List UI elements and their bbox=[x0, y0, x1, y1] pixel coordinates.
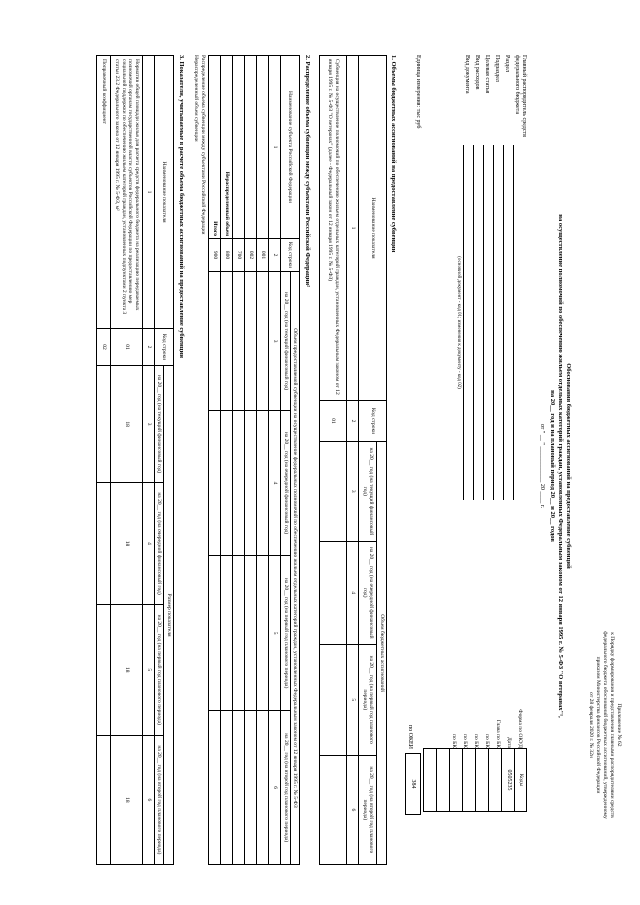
section2-title: 2. Распределение объема субвенции между … bbox=[303, 55, 311, 877]
section2-notes: Распределение объема субвенции между суб… bbox=[193, 55, 206, 877]
table2: Наименование субъекта Российской Федерац… bbox=[208, 55, 300, 865]
codes-labels: Форма по ОКУД Дата Глава по БК по БК по … bbox=[423, 700, 527, 748]
unit-row: Единица измерения: тыс руб по ОКЕИ 384 bbox=[405, 55, 421, 815]
codes-table: Коды 0505235 bbox=[423, 748, 527, 812]
date-line: от " __ " ____________ 20 ____ г. bbox=[537, 55, 544, 877]
header-attribution: Приложение № 62 к Порядку формирования и… bbox=[588, 575, 622, 875]
table3: Наименование показателя Код строки Разме… bbox=[97, 55, 175, 865]
section1-title: 1. Объемы бюджетных ассигнований на пред… bbox=[390, 55, 398, 877]
form-title: Обоснования бюджетных ассигнований на пр… bbox=[549, 55, 572, 877]
section3-title: 3. Показатели, учитываемые в расчете объ… bbox=[177, 55, 185, 877]
meta-left: Главный распорядитель средств федерально… bbox=[423, 55, 527, 500]
table1: Наименование показателя Код строки Объем… bbox=[319, 55, 387, 865]
